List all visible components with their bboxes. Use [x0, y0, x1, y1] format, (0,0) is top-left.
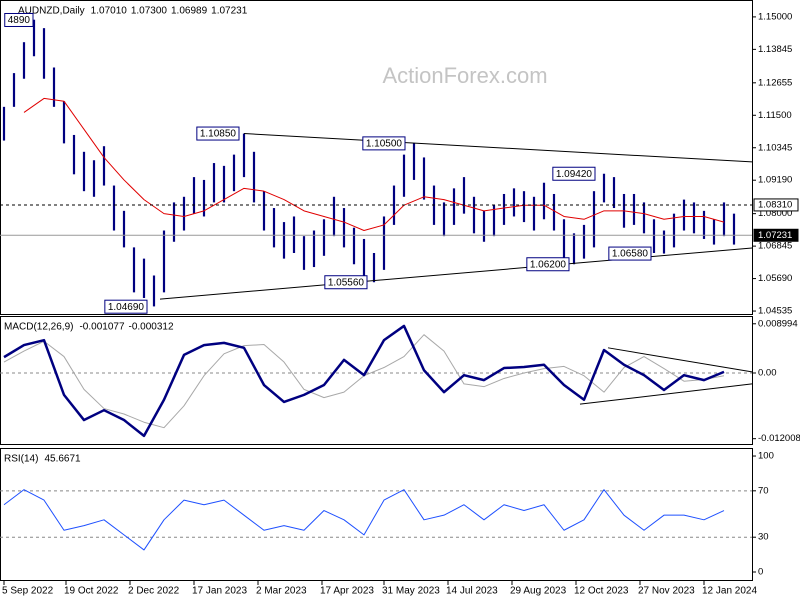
- annotation-label: 1.06580: [612, 249, 649, 260]
- annotation-label: 1.10500: [366, 139, 403, 150]
- y-tick-label: 1.10345: [758, 142, 792, 153]
- y-tick-label: 1.11500: [758, 110, 792, 121]
- readout-value: 45.6671: [44, 454, 81, 465]
- x-tick-label: 2 Dec 2022: [128, 586, 180, 597]
- annotation-box: [608, 246, 652, 261]
- indicator-line: [3, 324, 725, 438]
- panel-frame: [0, 316, 753, 445]
- readout-value: 1.07231: [211, 6, 248, 17]
- trendline: [243, 133, 753, 163]
- annotation-box: [324, 275, 368, 290]
- annotation-label: 1.05560: [328, 277, 365, 288]
- panel-frame: [0, 0, 753, 315]
- y-tick-label: -0.012008: [758, 433, 800, 444]
- y-tick-label: 1.05690: [758, 273, 792, 284]
- annotation-label: 1.10850: [200, 129, 237, 140]
- y-tick-label: 1.09190: [758, 175, 792, 186]
- readout-value: 1.06989: [171, 6, 208, 17]
- level-label-box: [753, 228, 799, 242]
- trendline: [159, 247, 753, 300]
- panel-title: AUDNZD,Daily: [18, 6, 85, 17]
- watermark: ActionForex.com: [382, 63, 547, 88]
- panel-title: MACD(12,26,9): [4, 322, 73, 333]
- annotation-label: 1.09420: [556, 169, 593, 180]
- x-tick-label: 17 Jan 2023: [192, 586, 247, 597]
- indicator-line: [3, 489, 725, 551]
- level-label-box: [753, 198, 799, 212]
- y-tick-label: 0.00: [758, 368, 777, 379]
- x-tick-label: 12 Jan 2024: [702, 586, 757, 597]
- readout-value: -0.000312: [129, 322, 174, 333]
- x-tick-label: 2 Mar 2023: [256, 586, 307, 597]
- y-tick-label: 1.06845: [758, 241, 792, 252]
- y-tick-label: 1.13845: [758, 44, 792, 55]
- y-tick-label: 70: [758, 485, 769, 496]
- annotation-box: [4, 12, 34, 27]
- y-tick-label: 1.15000: [758, 11, 792, 22]
- level-label: 1.07231: [758, 230, 792, 241]
- annotation-box: [526, 257, 570, 272]
- x-tick-label: 12 Oct 2023: [574, 586, 629, 597]
- annotation-label: 4890: [8, 15, 31, 26]
- y-tick-label: 1.04535: [758, 306, 792, 317]
- x-tick-label: 27 Nov 2023: [638, 586, 695, 597]
- panel-frame: [0, 448, 753, 581]
- readout-value: -0.001077: [79, 322, 124, 333]
- y-tick-label: 1.08000: [758, 208, 792, 219]
- annotation-box: [552, 166, 596, 181]
- moving-average: [23, 97, 725, 232]
- annotation-box: [362, 136, 406, 151]
- annotation-label: 1.04690: [108, 302, 145, 313]
- y-tick-label: 30: [758, 532, 769, 543]
- readout-value: 1.07010: [91, 6, 128, 17]
- y-tick-label: 0.008994: [758, 318, 798, 329]
- level-label: 1.08310: [758, 199, 792, 210]
- y-tick-label: 1.12655: [758, 77, 792, 88]
- x-tick-label: 19 Oct 2022: [64, 586, 119, 597]
- panel-title: RSI(14): [4, 454, 38, 465]
- x-tick-label: 31 May 2023: [382, 586, 440, 597]
- annotation-box: [196, 126, 240, 141]
- x-tick-label: 17 Apr 2023: [320, 586, 374, 597]
- x-tick-label: 5 Sep 2022: [2, 586, 54, 597]
- x-tick-label: 29 Aug 2023: [510, 586, 567, 597]
- y-tick-label: 100: [758, 451, 774, 462]
- y-tick-label: 0: [758, 567, 763, 578]
- annotation-label: 1.06200: [530, 259, 567, 270]
- x-tick-label: 14 Jul 2023: [446, 586, 498, 597]
- annotation-box: [104, 299, 148, 314]
- readout-value: 1.07300: [131, 6, 168, 17]
- trendline: [579, 383, 753, 405]
- trendline: [607, 347, 753, 373]
